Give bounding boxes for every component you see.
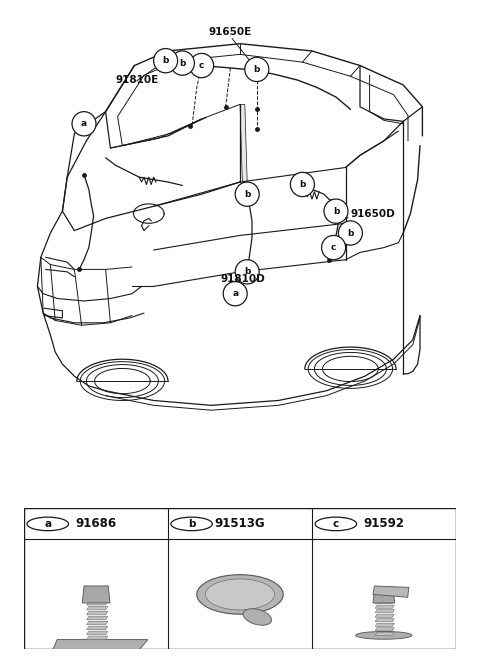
Circle shape	[322, 236, 346, 260]
Polygon shape	[87, 606, 108, 610]
Polygon shape	[87, 611, 108, 615]
Ellipse shape	[356, 632, 412, 639]
Polygon shape	[87, 616, 108, 620]
Circle shape	[235, 182, 259, 206]
Circle shape	[170, 51, 194, 75]
Text: 91810E: 91810E	[115, 75, 158, 85]
Polygon shape	[83, 586, 110, 603]
Polygon shape	[375, 632, 394, 635]
Text: b: b	[253, 65, 260, 74]
Polygon shape	[53, 640, 148, 649]
Polygon shape	[373, 590, 395, 603]
Text: b: b	[299, 180, 306, 189]
Text: a: a	[44, 519, 51, 529]
Text: 91592: 91592	[363, 518, 404, 531]
Text: 91650E: 91650E	[209, 26, 252, 37]
Circle shape	[27, 517, 69, 531]
Circle shape	[338, 221, 362, 245]
Text: b: b	[188, 519, 195, 529]
Text: a: a	[232, 289, 238, 298]
Circle shape	[235, 260, 259, 284]
Ellipse shape	[197, 575, 283, 614]
Polygon shape	[375, 623, 394, 626]
Polygon shape	[375, 614, 394, 617]
Text: b: b	[179, 58, 186, 68]
Circle shape	[190, 53, 214, 77]
Polygon shape	[87, 602, 108, 605]
Text: b: b	[244, 268, 251, 276]
Text: a: a	[81, 119, 87, 129]
Text: 91650D: 91650D	[350, 209, 395, 218]
Text: 91810D: 91810D	[221, 274, 265, 284]
Polygon shape	[87, 626, 108, 630]
Ellipse shape	[243, 609, 272, 625]
Text: b: b	[333, 207, 339, 216]
Circle shape	[154, 49, 178, 73]
Circle shape	[315, 517, 357, 531]
Text: b: b	[347, 228, 354, 237]
Text: c: c	[199, 61, 204, 70]
Polygon shape	[375, 628, 394, 631]
Polygon shape	[375, 605, 394, 608]
Circle shape	[245, 57, 269, 81]
Text: c: c	[331, 243, 336, 252]
Polygon shape	[375, 609, 394, 613]
Ellipse shape	[205, 579, 275, 610]
Text: b: b	[162, 56, 169, 65]
Polygon shape	[87, 636, 108, 640]
Polygon shape	[87, 631, 108, 634]
Circle shape	[223, 281, 247, 306]
Polygon shape	[375, 601, 394, 604]
Circle shape	[72, 112, 96, 136]
Text: b: b	[244, 190, 251, 199]
Circle shape	[290, 173, 314, 197]
Circle shape	[324, 199, 348, 223]
Text: c: c	[333, 519, 339, 529]
Polygon shape	[375, 619, 394, 622]
Circle shape	[171, 517, 212, 531]
Polygon shape	[87, 621, 108, 625]
Polygon shape	[240, 104, 247, 182]
Polygon shape	[373, 586, 409, 597]
Text: 91513G: 91513G	[215, 518, 265, 531]
Text: 91686: 91686	[75, 518, 117, 531]
